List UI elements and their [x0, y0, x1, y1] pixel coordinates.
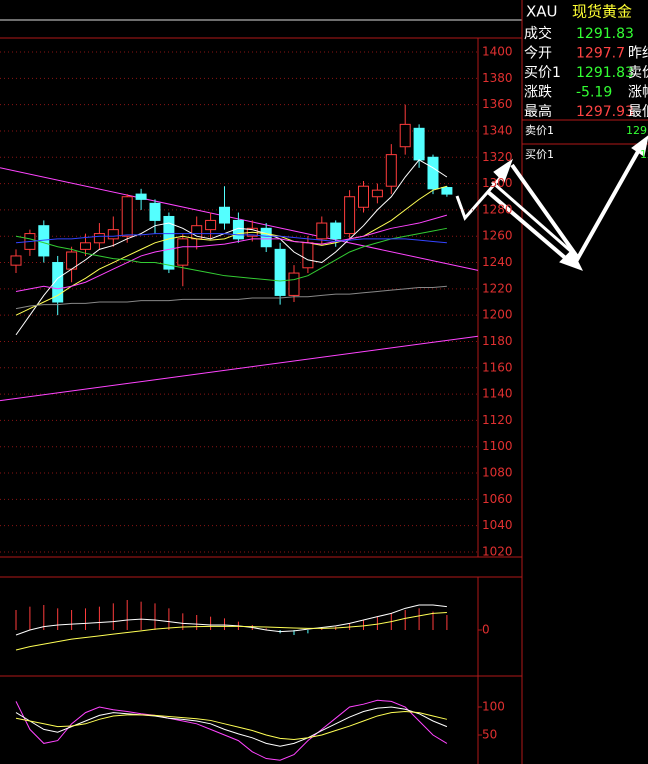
y-tick-label: 1340 — [482, 123, 513, 137]
y-tick-label: 1380 — [482, 71, 513, 85]
candle-body — [274, 248, 286, 296]
quote-label: 最低 — [628, 104, 648, 120]
trendline — [0, 167, 479, 271]
y-tick-label: 0 — [482, 623, 490, 637]
quote-value: 1291.83 — [576, 65, 634, 81]
quote-value: -5.19 — [576, 85, 612, 101]
quote-label: 成交 — [524, 25, 552, 42]
quote-label: 最高 — [524, 103, 552, 120]
book-value: 1291.83 — [626, 124, 648, 137]
indicator-line — [15, 604, 447, 636]
candle-body — [107, 229, 119, 240]
moving-average — [15, 185, 448, 316]
quote-value: 1291.83 — [576, 26, 634, 42]
y-tick-label: 1320 — [482, 150, 513, 164]
y-tick-label: 1160 — [482, 360, 513, 374]
candle-body — [121, 196, 133, 237]
book-label: 卖价1 — [525, 124, 554, 137]
quote-label: 昨结 — [628, 46, 648, 62]
symbol: XAU — [526, 3, 558, 21]
candle-body — [149, 202, 161, 221]
indicator-line — [15, 612, 447, 651]
candle-body — [316, 222, 328, 240]
quote-value: 1297.7 — [576, 46, 625, 62]
y-tick-label: 1080 — [482, 466, 513, 480]
candle-body — [232, 219, 244, 240]
candle-body — [52, 262, 64, 303]
y-tick-label: 1360 — [482, 97, 513, 111]
indicator-line — [15, 706, 448, 747]
candle-body — [399, 123, 411, 148]
candle-body — [135, 193, 147, 200]
y-tick-label: 1040 — [482, 518, 513, 532]
candle-body — [260, 227, 272, 248]
quote-label: 今开 — [524, 46, 552, 62]
quote-label: 买价1 — [524, 65, 561, 81]
y-tick-label: 50 — [482, 728, 497, 742]
moving-average — [15, 214, 448, 292]
indicator-line — [15, 710, 448, 740]
candle-body — [163, 215, 175, 270]
y-tick-label: 1180 — [482, 334, 513, 348]
candle-body — [344, 196, 356, 235]
candle-body — [330, 222, 342, 240]
trendline — [0, 335, 479, 402]
moving-average — [15, 227, 447, 282]
candle-body — [10, 255, 22, 266]
candle-body — [371, 189, 383, 198]
y-tick-label: 1220 — [482, 281, 513, 295]
candle-body — [80, 242, 91, 250]
y-tick-label: 1300 — [482, 176, 513, 190]
y-tick-label: 100 — [482, 700, 505, 714]
y-tick-label: 1280 — [482, 202, 513, 216]
y-tick-label: 1120 — [482, 413, 513, 427]
y-tick-label: 1260 — [482, 229, 513, 243]
quote-label: 涨跌 — [524, 85, 552, 101]
quote-label: 涨幅 — [628, 85, 648, 101]
moving-average — [15, 159, 448, 336]
book-label: 买价1 — [525, 148, 554, 161]
candle-body — [385, 154, 397, 187]
moving-average — [15, 233, 447, 244]
quote-label: 卖价 — [628, 65, 648, 81]
y-tick-label: 1400 — [482, 45, 513, 59]
candle-body — [288, 272, 300, 296]
y-tick-label: 1140 — [482, 387, 513, 401]
y-tick-label: 1200 — [482, 308, 513, 322]
candle-body — [219, 206, 230, 224]
candle-body — [205, 219, 217, 231]
candle-body — [177, 238, 189, 266]
candle-body — [302, 242, 314, 269]
arrows — [455, 135, 648, 271]
candle-body — [358, 185, 369, 208]
book-value: 1291.83 — [640, 148, 648, 161]
moving-average — [15, 285, 447, 310]
candle-body — [427, 156, 439, 190]
y-tick-label: 1020 — [482, 545, 513, 559]
y-tick-label: 1100 — [482, 439, 513, 453]
quote-value: 1297.93 — [576, 104, 634, 120]
instrument-name: 现货黄金 — [572, 3, 632, 21]
indicator-line — [15, 699, 448, 761]
y-tick-label: 1240 — [482, 255, 513, 269]
y-tick-label: 1060 — [482, 492, 513, 506]
candle-body — [413, 127, 425, 161]
candle-body — [441, 187, 453, 195]
candle-body — [93, 233, 105, 244]
